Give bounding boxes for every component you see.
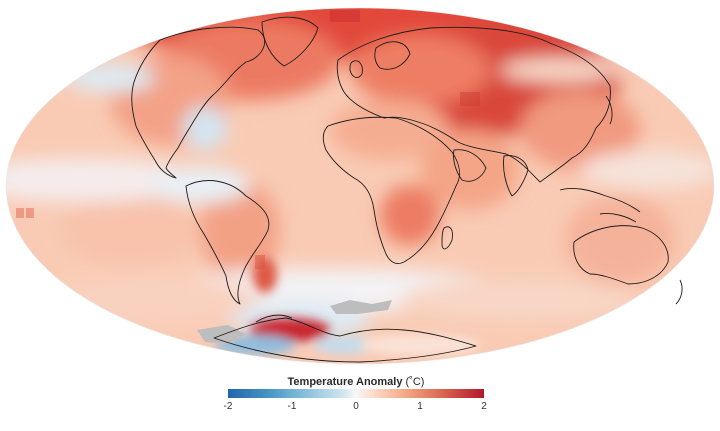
color-legend: Temperature Anomaly (˚C) -2 -1 0 1 2 (220, 374, 492, 424)
legend-tick-neg1: -1 (287, 401, 297, 412)
legend-tick-2: 2 (481, 401, 487, 412)
globe-outline (5, 7, 715, 365)
no-data-regions (197, 300, 392, 344)
legend-color-bar (228, 389, 484, 398)
coastlines (131, 16, 683, 363)
legend-title-text: Temperature Anomaly (287, 376, 403, 388)
legend-tick-1: 1 (417, 401, 423, 412)
legend-unit: (˚C) (405, 376, 425, 388)
legend-tick-0: 0 (353, 401, 359, 412)
global-temperature-map (5, 7, 715, 365)
data-cells (16, 10, 480, 269)
anomaly-field (6, 8, 714, 364)
legend-tick-neg2: -2 (223, 401, 233, 412)
legend-title: Temperature Anomaly (˚C) (220, 376, 492, 388)
map-canvas (5, 7, 715, 365)
